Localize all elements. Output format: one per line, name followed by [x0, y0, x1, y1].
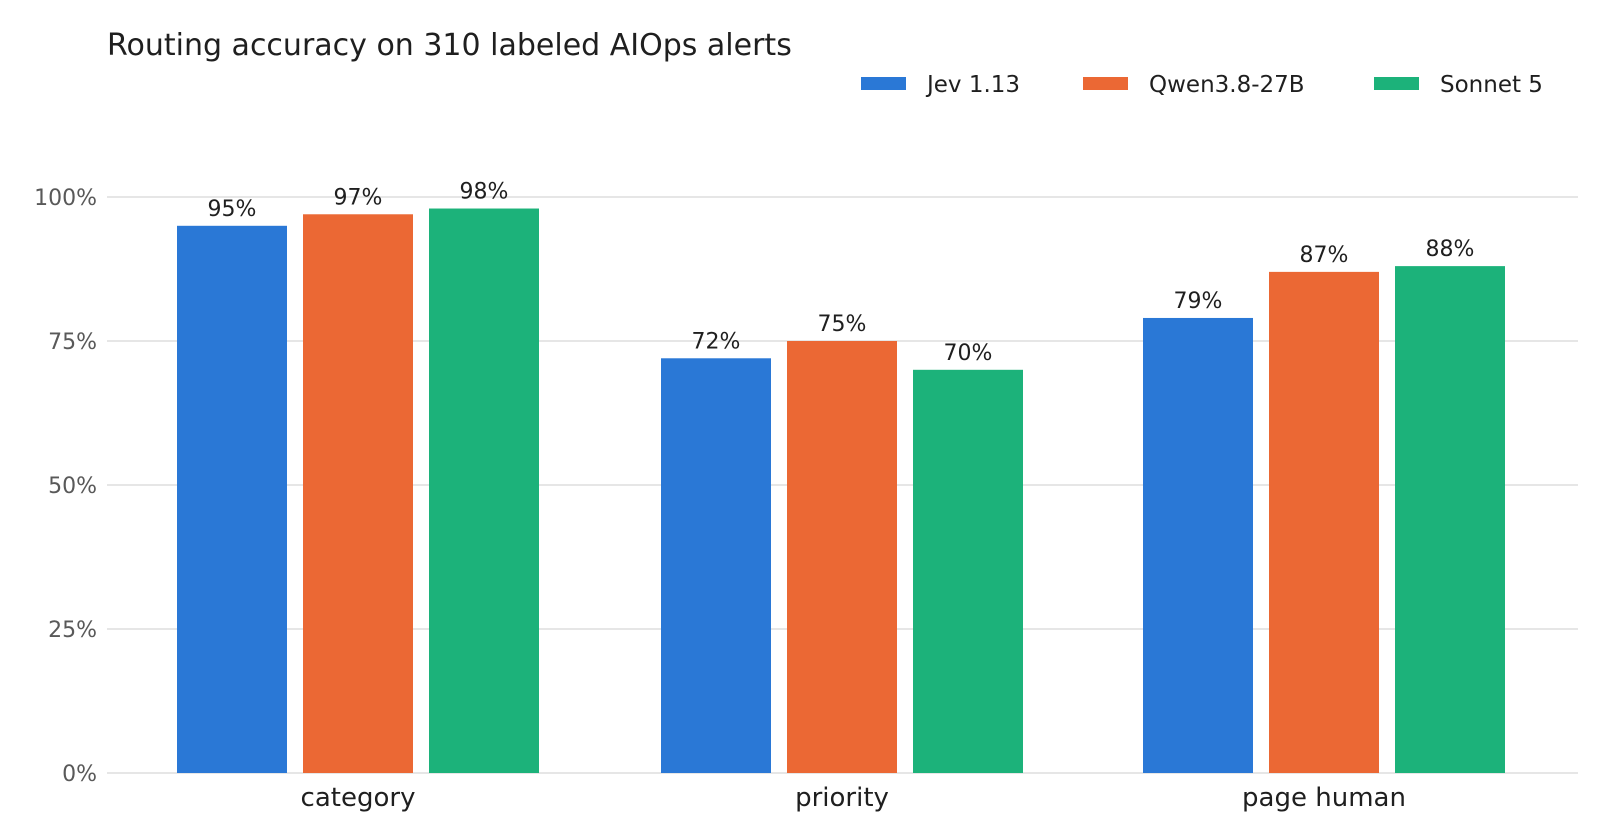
legend-label: Qwen3.8-27B: [1149, 72, 1305, 98]
bars: [177, 208, 1505, 774]
y-tick-label: 100%: [34, 186, 97, 211]
bar: [1269, 271, 1379, 773]
bar: [177, 225, 287, 774]
data-label: 98%: [460, 180, 509, 205]
data-label: 97%: [334, 185, 383, 210]
legend-swatch: [861, 77, 906, 90]
legend-item: Qwen3.8-27B: [1083, 72, 1305, 98]
bar: [661, 358, 771, 773]
data-label: 79%: [1174, 289, 1223, 314]
legend-item: Sonnet 5: [1374, 72, 1543, 98]
legend-label: Jev 1.13: [925, 72, 1020, 98]
x-tick-label: page human: [1242, 783, 1406, 813]
legend-swatch: [1083, 77, 1128, 90]
legend: Jev 1.13 Qwen3.8-27B Sonnet 5: [861, 72, 1543, 98]
data-label: 87%: [1300, 243, 1349, 268]
chart-title: Routing accuracy on 310 labeled AIOps al…: [107, 28, 792, 63]
y-tick-label: 25%: [48, 618, 97, 643]
legend-swatch: [1374, 77, 1419, 90]
bar: [1143, 317, 1253, 773]
legend-label: Sonnet 5: [1440, 72, 1543, 98]
x-axis: category priority page human: [301, 783, 1406, 813]
bar: [303, 214, 413, 773]
legend-item: Jev 1.13: [861, 72, 1020, 98]
bar: [1395, 266, 1505, 773]
data-label: 95%: [208, 197, 257, 222]
data-label: 70%: [944, 341, 993, 366]
x-tick-label: priority: [795, 783, 889, 813]
y-tick-label: 50%: [48, 474, 97, 499]
data-label: 75%: [818, 312, 867, 337]
data-label: 88%: [1426, 237, 1475, 262]
y-tick-label: 0%: [62, 762, 97, 787]
bar: [429, 208, 539, 773]
x-tick-label: category: [301, 783, 416, 813]
bar: [787, 341, 897, 773]
y-tick-label: 75%: [48, 330, 97, 355]
data-label: 72%: [692, 329, 741, 354]
y-axis: 0% 25% 50% 75% 100%: [34, 186, 97, 787]
data-labels: 95% 72% 79% 97% 75% 87% 98% 70% 88%: [208, 180, 1475, 366]
bar: [913, 369, 1023, 773]
